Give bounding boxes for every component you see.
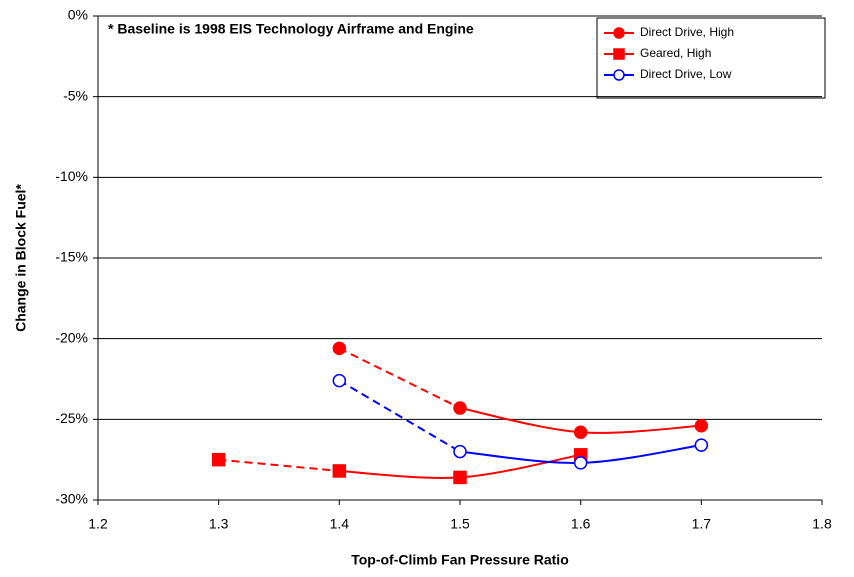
legend-label: Direct Drive, Low xyxy=(640,67,732,81)
data-point xyxy=(694,438,709,452)
data-point xyxy=(332,373,347,388)
legend-label: Geared, High xyxy=(640,46,711,60)
data-point xyxy=(332,341,347,356)
data-point xyxy=(453,444,467,459)
x-tick-label: 1.5 xyxy=(450,516,470,532)
x-tick-label: 1.8 xyxy=(812,516,832,532)
data-point xyxy=(694,419,709,433)
x-axis-title: Top-of-Climb Fan Pressure Ratio xyxy=(351,552,569,568)
y-tick-label: -5% xyxy=(63,87,88,103)
y-axis-title: Change in Block Fuel* xyxy=(13,184,29,332)
data-point xyxy=(573,425,588,439)
y-tick-label: -30% xyxy=(55,491,88,507)
legend-label: Direct Drive, High xyxy=(640,25,734,39)
data-point xyxy=(332,464,347,478)
annotation: * Baseline is 1998 EIS Technology Airfra… xyxy=(108,21,474,37)
y-tick-label: -10% xyxy=(55,168,88,184)
y-tick-label: -20% xyxy=(55,329,88,345)
series-line-dashed xyxy=(338,347,461,409)
y-tick-label: -25% xyxy=(55,410,88,426)
x-tick-label: 1.3 xyxy=(209,516,229,532)
legend-marker xyxy=(613,48,625,60)
legend-box xyxy=(596,17,826,99)
y-tick-label: 0% xyxy=(68,7,88,23)
series-line-dashed xyxy=(218,458,340,472)
data-point xyxy=(211,452,226,467)
data-point xyxy=(453,470,467,485)
x-tick-label: 1.7 xyxy=(692,516,712,532)
x-tick-label: 1.4 xyxy=(330,516,350,532)
legend-marker xyxy=(613,27,625,39)
x-tick-label: 1.2 xyxy=(88,516,108,532)
series-line-dashed xyxy=(338,379,461,453)
x-tick-label: 1.6 xyxy=(571,516,591,532)
data-point xyxy=(573,456,588,470)
y-tick-label: -15% xyxy=(55,249,88,265)
legend-marker xyxy=(613,69,625,81)
data-point xyxy=(453,401,467,415)
